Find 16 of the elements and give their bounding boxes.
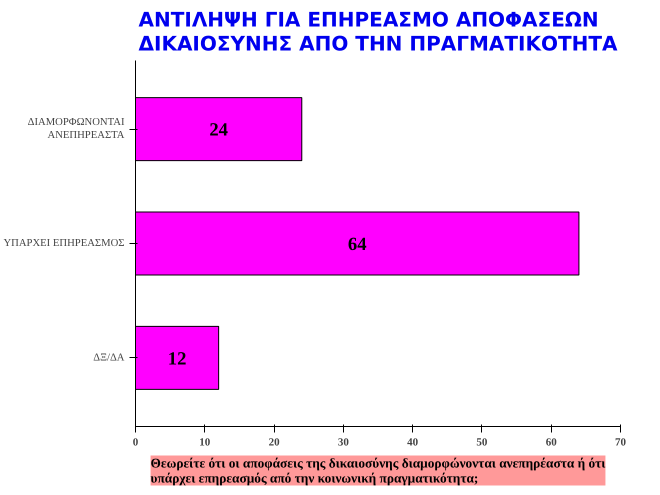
x-tick-label: 0 (132, 436, 139, 448)
y-tick-label: ΥΠΑΡΧΕΙ ΕΠΗΡΕΑΣΜΟΣ (3, 238, 125, 249)
x-tick-label: 20 (268, 436, 280, 448)
x-tick-label: 60 (546, 436, 558, 448)
x-tick-label: 50 (476, 436, 488, 448)
y-tick-label: ΔΙΑΜΟΡΦΩΝΟΝΤΑΙ ΑΝΕΠΗΡΕΑΣΤΑ (28, 117, 125, 142)
text: Θεωρείτε ότι οι αποφάσεις της δικαιοσύνης διαμορφώνονται ανεπηρέαστα ή ότι υπάρχει επηρεασμός από την κοινωνική πραγματικότητα; (150, 456, 606, 486)
x-tick-label: 10 (199, 436, 211, 448)
y-tick-label: ΔΞ/ΔΑ (93, 352, 125, 364)
chart-title: ΑΝΤΙΛΗΨΗ ΓΙΑ ΕΠΗΡΕΑΣΜΟ ΑΠΟΦΑΣΕΩΝ ΔΙΚΑΙΟΣΥΝΗΣ ΑΠΟ ΤΗΝ ΠΡΑΓΜΑΤΙΚΟΤΗΤΑ (138, 8, 618, 56)
data-label: 64 (348, 234, 367, 255)
x-tick-label: 70 (615, 436, 626, 448)
data-label: 12 (168, 348, 186, 370)
x-tick-label: 30 (338, 436, 350, 448)
data-label: 24 (209, 120, 228, 141)
x-tick-label: 40 (407, 436, 419, 448)
